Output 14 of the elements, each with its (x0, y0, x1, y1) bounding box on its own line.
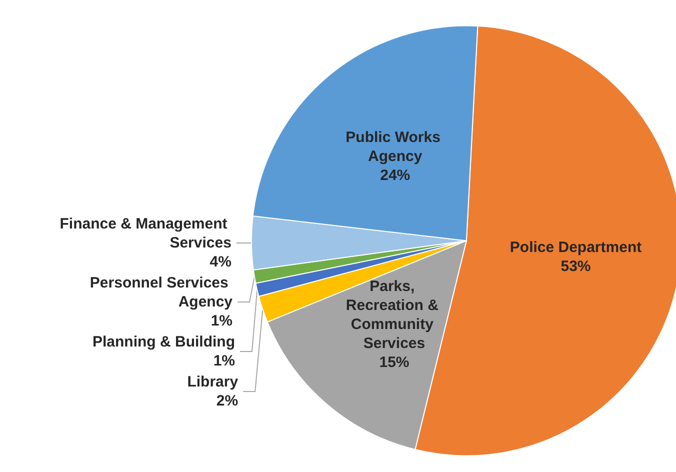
data-label: 15% (379, 354, 410, 371)
slice-label: Police Department (510, 238, 642, 256)
slice-label: Parks, Recreation & Community Services (346, 278, 443, 352)
data-label: 1% (210, 312, 233, 330)
data-label: 4% (210, 254, 232, 271)
slice-label: Planning & Building (92, 334, 236, 351)
data-label: 53% (560, 258, 591, 275)
slice-label: Personnel Services Agency (90, 274, 234, 311)
data-label: 24% (380, 166, 410, 184)
data-label: 1% (213, 352, 236, 370)
slice-label: Public Works Agency (346, 128, 445, 165)
slice-label: Library (187, 374, 239, 391)
slice-label: Finance & Management Services (60, 216, 232, 252)
data-label: 2% (216, 392, 238, 410)
